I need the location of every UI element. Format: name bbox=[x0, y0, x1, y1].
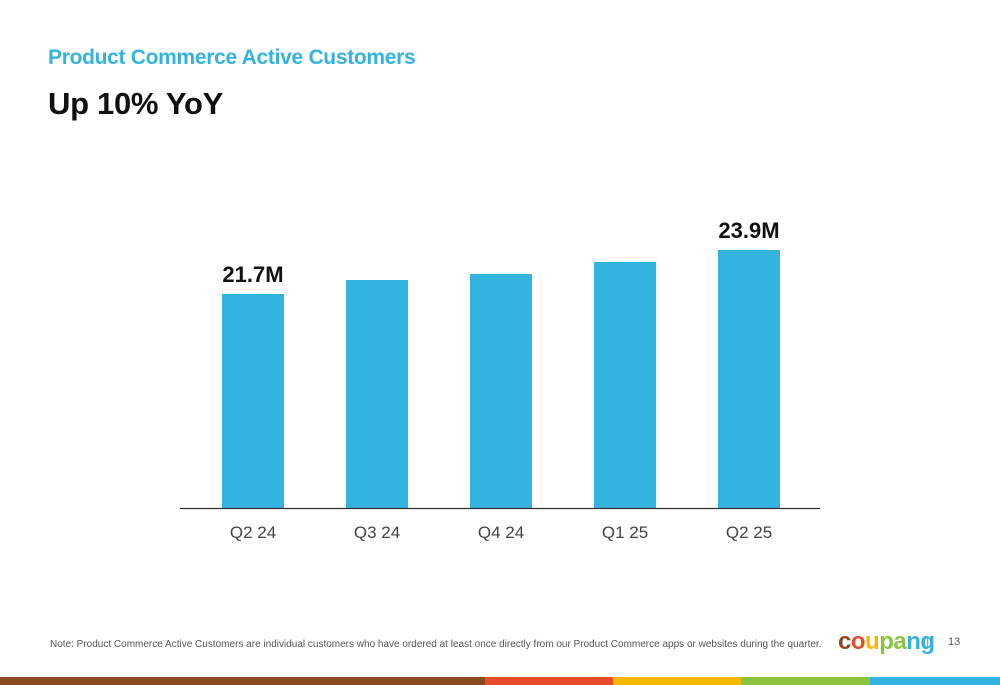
bar-q1-25 bbox=[594, 262, 656, 508]
bar-q2-25 bbox=[718, 250, 780, 508]
x-tick-label: Q3 24 bbox=[354, 523, 400, 542]
bar-q2-24 bbox=[222, 294, 284, 508]
slide-title: Up 10% YoY bbox=[48, 86, 224, 121]
logo-letter: g bbox=[920, 628, 935, 655]
page-number: 13 bbox=[948, 636, 961, 648]
bar-q3-24 bbox=[346, 280, 408, 508]
bar-chart: 21.7M Q2 24 Q3 24 Q4 24 Q1 25 23.9M Q2 25 bbox=[180, 218, 820, 542]
footer-bar-segment bbox=[741, 677, 870, 685]
footer-bar-segment bbox=[613, 677, 741, 685]
x-tick-label: Q2 24 bbox=[230, 523, 276, 542]
logo-letter: p bbox=[879, 628, 894, 655]
slide-subtitle: Product Commerce Active Customers bbox=[48, 46, 416, 69]
logo-letter: o bbox=[850, 628, 866, 655]
footer-bar-segment bbox=[485, 677, 613, 685]
logo-letter: u bbox=[865, 628, 880, 655]
x-tick-label: Q2 25 bbox=[726, 523, 772, 542]
coupang-logo: coupang bbox=[838, 628, 935, 656]
x-tick-label: Q4 24 bbox=[478, 523, 524, 542]
footnote: Note: Product Commerce Active Customers … bbox=[50, 639, 822, 650]
x-tick-label: Q1 25 bbox=[602, 523, 648, 542]
data-label: 21.7M bbox=[222, 262, 283, 287]
logo-letter: n bbox=[906, 628, 921, 655]
data-label: 23.9M bbox=[718, 218, 779, 243]
footer-separator: | bbox=[926, 634, 930, 649]
logo-letter: c bbox=[838, 628, 851, 655]
footer-bar-segment bbox=[870, 677, 1000, 685]
footer-color-bar bbox=[0, 677, 1000, 685]
logo-letter: a bbox=[893, 628, 907, 655]
bar-q4-24 bbox=[470, 274, 532, 508]
footer-bar-segment bbox=[0, 677, 485, 685]
